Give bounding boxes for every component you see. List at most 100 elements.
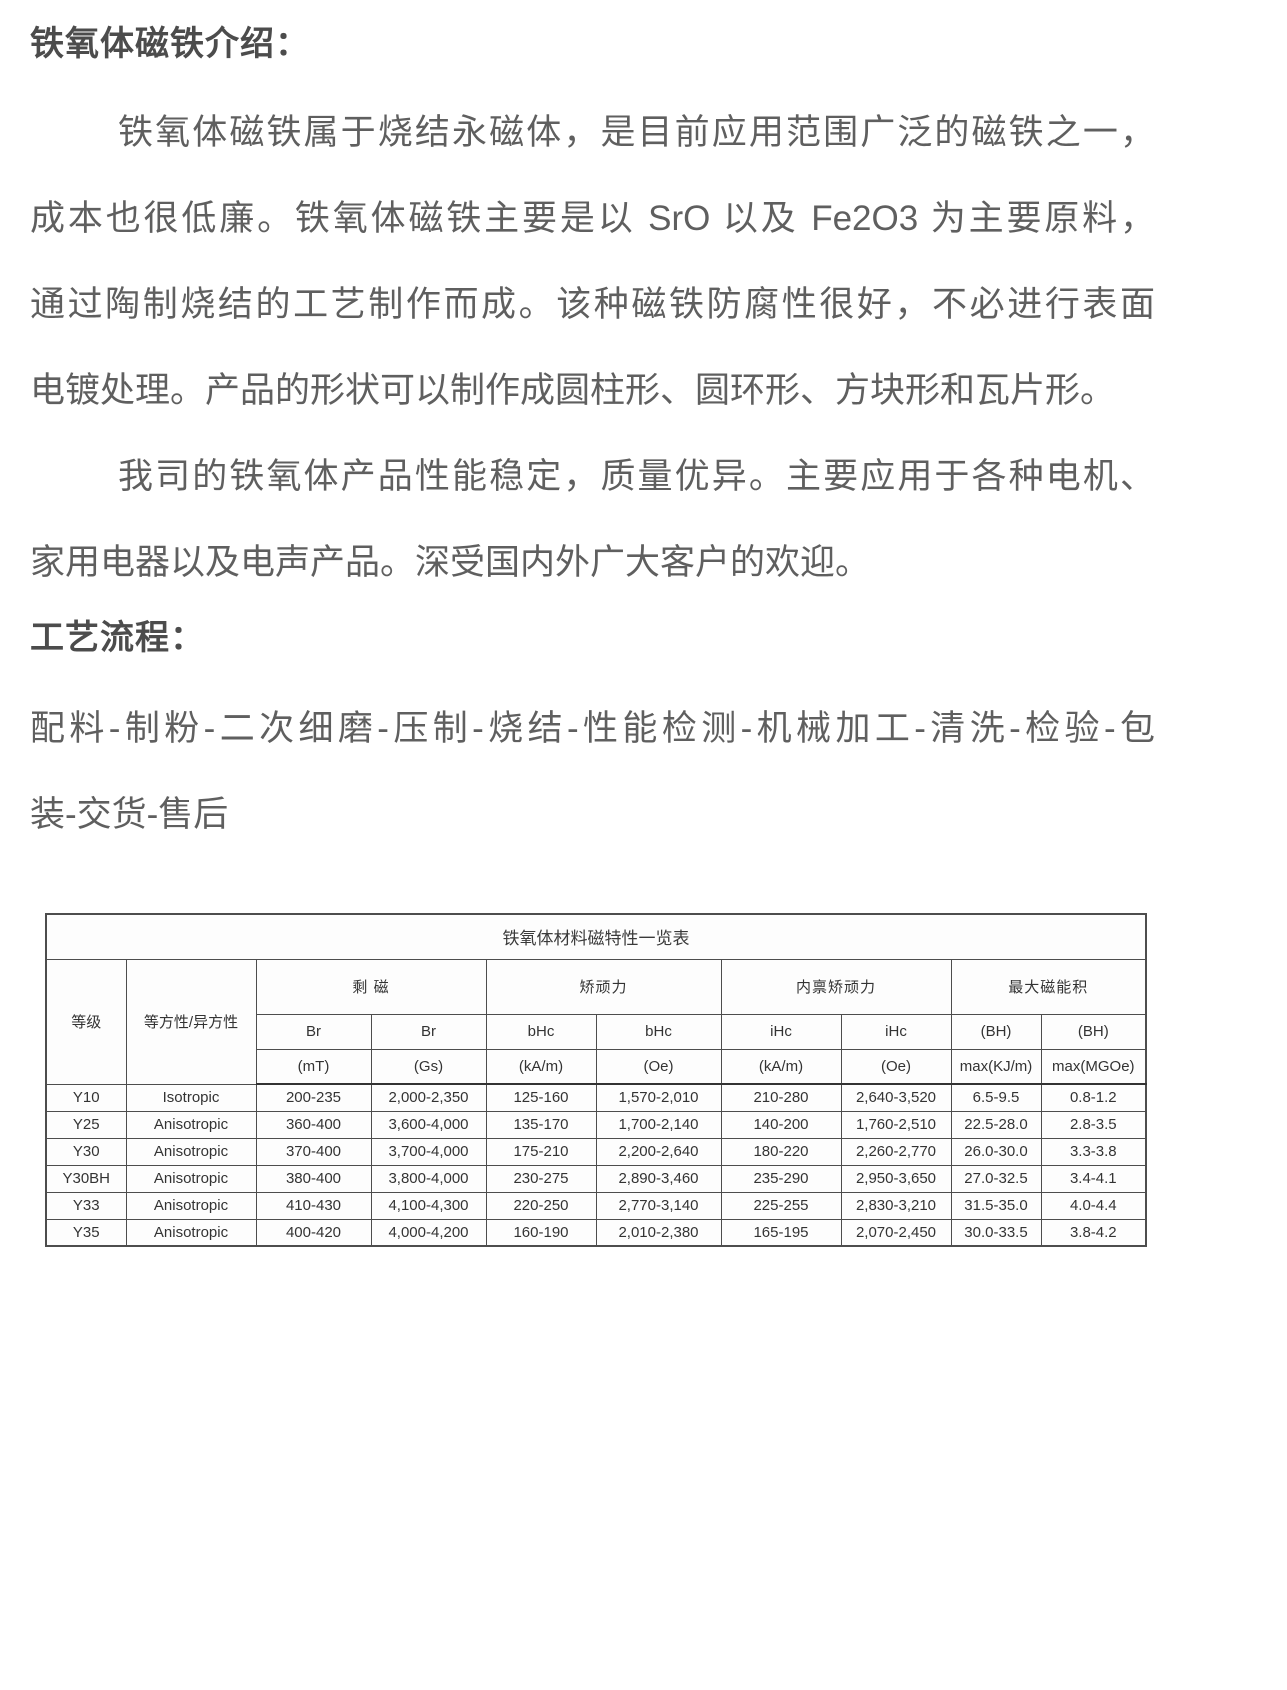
process-heading: 工艺流程： <box>30 619 205 657</box>
cell-grade: Y10 <box>45 1083 127 1112</box>
cell-value: 4,000-4,200 <box>370 1218 487 1247</box>
cell-value: 3.3-3.8 <box>1040 1137 1147 1166</box>
cell-value: 2,890-3,460 <box>595 1164 722 1193</box>
cell-value: 380-400 <box>255 1164 372 1193</box>
cell-isotropy: Anisotropic <box>125 1191 257 1220</box>
sub-header: Br <box>370 1013 487 1050</box>
unit-header: (mT) <box>255 1048 372 1085</box>
cell-value: 26.0-30.0 <box>950 1137 1042 1166</box>
cell-value: 400-420 <box>255 1218 372 1247</box>
unit-header: max(KJ/m) <box>950 1048 1042 1085</box>
intro-heading: 铁氧体磁铁介绍： <box>30 25 310 63</box>
cell-value: 2,640-3,520 <box>840 1083 952 1112</box>
cell-isotropy: Anisotropic <box>125 1137 257 1166</box>
sub-header: bHc <box>485 1013 597 1050</box>
cell-value: 2,830-3,210 <box>840 1191 952 1220</box>
cell-value: 3,800-4,000 <box>370 1164 487 1193</box>
cell-value: 0.8-1.2 <box>1040 1083 1147 1112</box>
unit-header: (kA/m) <box>485 1048 597 1085</box>
cell-value: 2,770-3,140 <box>595 1191 722 1220</box>
table-unit-row: (mT) (Gs) (kA/m) (Oe) (kA/m) (Oe) max(KJ… <box>46 1048 1147 1085</box>
cell-isotropy: Anisotropic <box>125 1110 257 1139</box>
cell-grade: Y35 <box>45 1218 127 1247</box>
table-row: Y35 Anisotropic 400-420 4,000-4,200 160-… <box>45 1218 1147 1247</box>
cell-grade: Y30 <box>45 1137 127 1166</box>
cell-grade: Y25 <box>45 1110 127 1139</box>
table-row: Y30 Anisotropic 370-400 3,700-4,000 175-… <box>45 1137 1147 1166</box>
group-header-remanence: 剩 磁 <box>255 958 487 1015</box>
group-header-max-energy-product: 最大磁能积 <box>950 958 1147 1015</box>
sub-header: iHc <box>840 1013 952 1050</box>
table-group-header-row: 等级 等方性/异方性 剩 磁 矫顽力 内禀矫顽力 最大磁能积 <box>45 958 1147 1085</box>
cell-value: 360-400 <box>255 1110 372 1139</box>
unit-header: (Gs) <box>370 1048 487 1085</box>
cell-value: 125-160 <box>485 1083 597 1112</box>
table-row: Y10 Isotropic 200-235 2,000-2,350 125-16… <box>45 1083 1147 1112</box>
sub-header: (BH) <box>1040 1013 1147 1050</box>
cell-grade: Y33 <box>45 1191 127 1220</box>
cell-isotropy: Anisotropic <box>125 1164 257 1193</box>
sub-header: bHc <box>595 1013 722 1050</box>
table-subheader-row: Br Br bHc bHc iHc iHc (BH) (BH) <box>46 1013 1147 1050</box>
cell-value: 2,260-2,770 <box>840 1137 952 1166</box>
cell-value: 2,200-2,640 <box>595 1137 722 1166</box>
intro-paragraph-line: 家用电器以及电声产品。深受国内外广大客户的欢迎。 <box>30 543 871 582</box>
group-header-coercivity: 矫顽力 <box>485 958 722 1015</box>
cell-value: 27.0-32.5 <box>950 1164 1042 1193</box>
cell-value: 4,100-4,300 <box>370 1191 487 1220</box>
cell-value: 3.8-4.2 <box>1040 1218 1147 1247</box>
cell-value: 220-250 <box>485 1191 597 1220</box>
cell-value: 3,700-4,000 <box>370 1137 487 1166</box>
table-title-row: 铁氧体材料磁特性一览表 <box>45 913 1147 960</box>
table-row: Y30BH Anisotropic 380-400 3,800-4,000 23… <box>45 1164 1147 1193</box>
cell-value: 6.5-9.5 <box>950 1083 1042 1112</box>
cell-value: 165-195 <box>720 1218 842 1247</box>
cell-value: 2,950-3,650 <box>840 1164 952 1193</box>
unit-header: (Oe) <box>840 1048 952 1085</box>
cell-isotropy: Anisotropic <box>125 1218 257 1247</box>
cell-value: 175-210 <box>485 1137 597 1166</box>
cell-value: 3.4-4.1 <box>1040 1164 1147 1193</box>
table-row: Y25 Anisotropic 360-400 3,600-4,000 135-… <box>45 1110 1147 1139</box>
sub-header: iHc <box>720 1013 842 1050</box>
cell-value: 410-430 <box>255 1191 372 1220</box>
intro-paragraph-line: 我司的铁氧体产品性能稳定，质量优异。主要应用于各种电机、 <box>118 457 1155 496</box>
intro-paragraph-line: 电镀处理。产品的形状可以制作成圆柱形、圆环形、方块形和瓦片形。 <box>30 371 1116 410</box>
cell-value: 200-235 <box>255 1083 372 1112</box>
cell-value: 180-220 <box>720 1137 842 1166</box>
sub-header: (BH) <box>950 1013 1042 1050</box>
process-flow-line: 配料-制粉-二次细磨-压制-烧结-性能检测-机械加工-清洗-检验-包 <box>30 709 1155 748</box>
cell-value: 22.5-28.0 <box>950 1110 1042 1139</box>
cell-value: 30.0-33.5 <box>950 1218 1042 1247</box>
cell-value: 2,000-2,350 <box>370 1083 487 1112</box>
cell-value: 370-400 <box>255 1137 372 1166</box>
cell-value: 225-255 <box>720 1191 842 1220</box>
cell-value: 140-200 <box>720 1110 842 1139</box>
cell-isotropy: Isotropic <box>125 1083 257 1112</box>
cell-value: 160-190 <box>485 1218 597 1247</box>
table-title: 铁氧体材料磁特性一览表 <box>45 913 1147 960</box>
cell-value: 3,600-4,000 <box>370 1110 487 1139</box>
cell-grade: Y30BH <box>45 1164 127 1193</box>
unit-header: (kA/m) <box>720 1048 842 1085</box>
magnetic-properties-table: 铁氧体材料磁特性一览表 等级 等方性/异方性 剩 磁 矫顽力 内禀矫顽力 最大磁… <box>45 913 1148 1247</box>
unit-header: (Oe) <box>595 1048 722 1085</box>
intro-paragraph-line: 铁氧体磁铁属于烧结永磁体，是目前应用范围广泛的磁铁之一， <box>118 113 1155 152</box>
process-flow-line: 装-交货-售后 <box>30 795 229 834</box>
cell-value: 235-290 <box>720 1164 842 1193</box>
intro-paragraph-line: 成本也很低廉。铁氧体磁铁主要是以 SrO 以及 Fe2O3 为主要原料， <box>30 199 1155 238</box>
cell-value: 2.8-3.5 <box>1040 1110 1147 1139</box>
cell-value: 2,010-2,380 <box>595 1218 722 1247</box>
cell-value: 1,570-2,010 <box>595 1083 722 1112</box>
cell-value: 1,700-2,140 <box>595 1110 722 1139</box>
cell-value: 4.0-4.4 <box>1040 1191 1147 1220</box>
cell-value: 1,760-2,510 <box>840 1110 952 1139</box>
unit-header: max(MGOe) <box>1040 1048 1147 1085</box>
cell-value: 210-280 <box>720 1083 842 1112</box>
sub-header: Br <box>255 1013 372 1050</box>
table-row: Y33 Anisotropic 410-430 4,100-4,300 220-… <box>45 1191 1147 1220</box>
cell-value: 135-170 <box>485 1110 597 1139</box>
cell-value: 31.5-35.0 <box>950 1191 1042 1220</box>
col-header-grade: 等级 <box>45 958 127 1085</box>
